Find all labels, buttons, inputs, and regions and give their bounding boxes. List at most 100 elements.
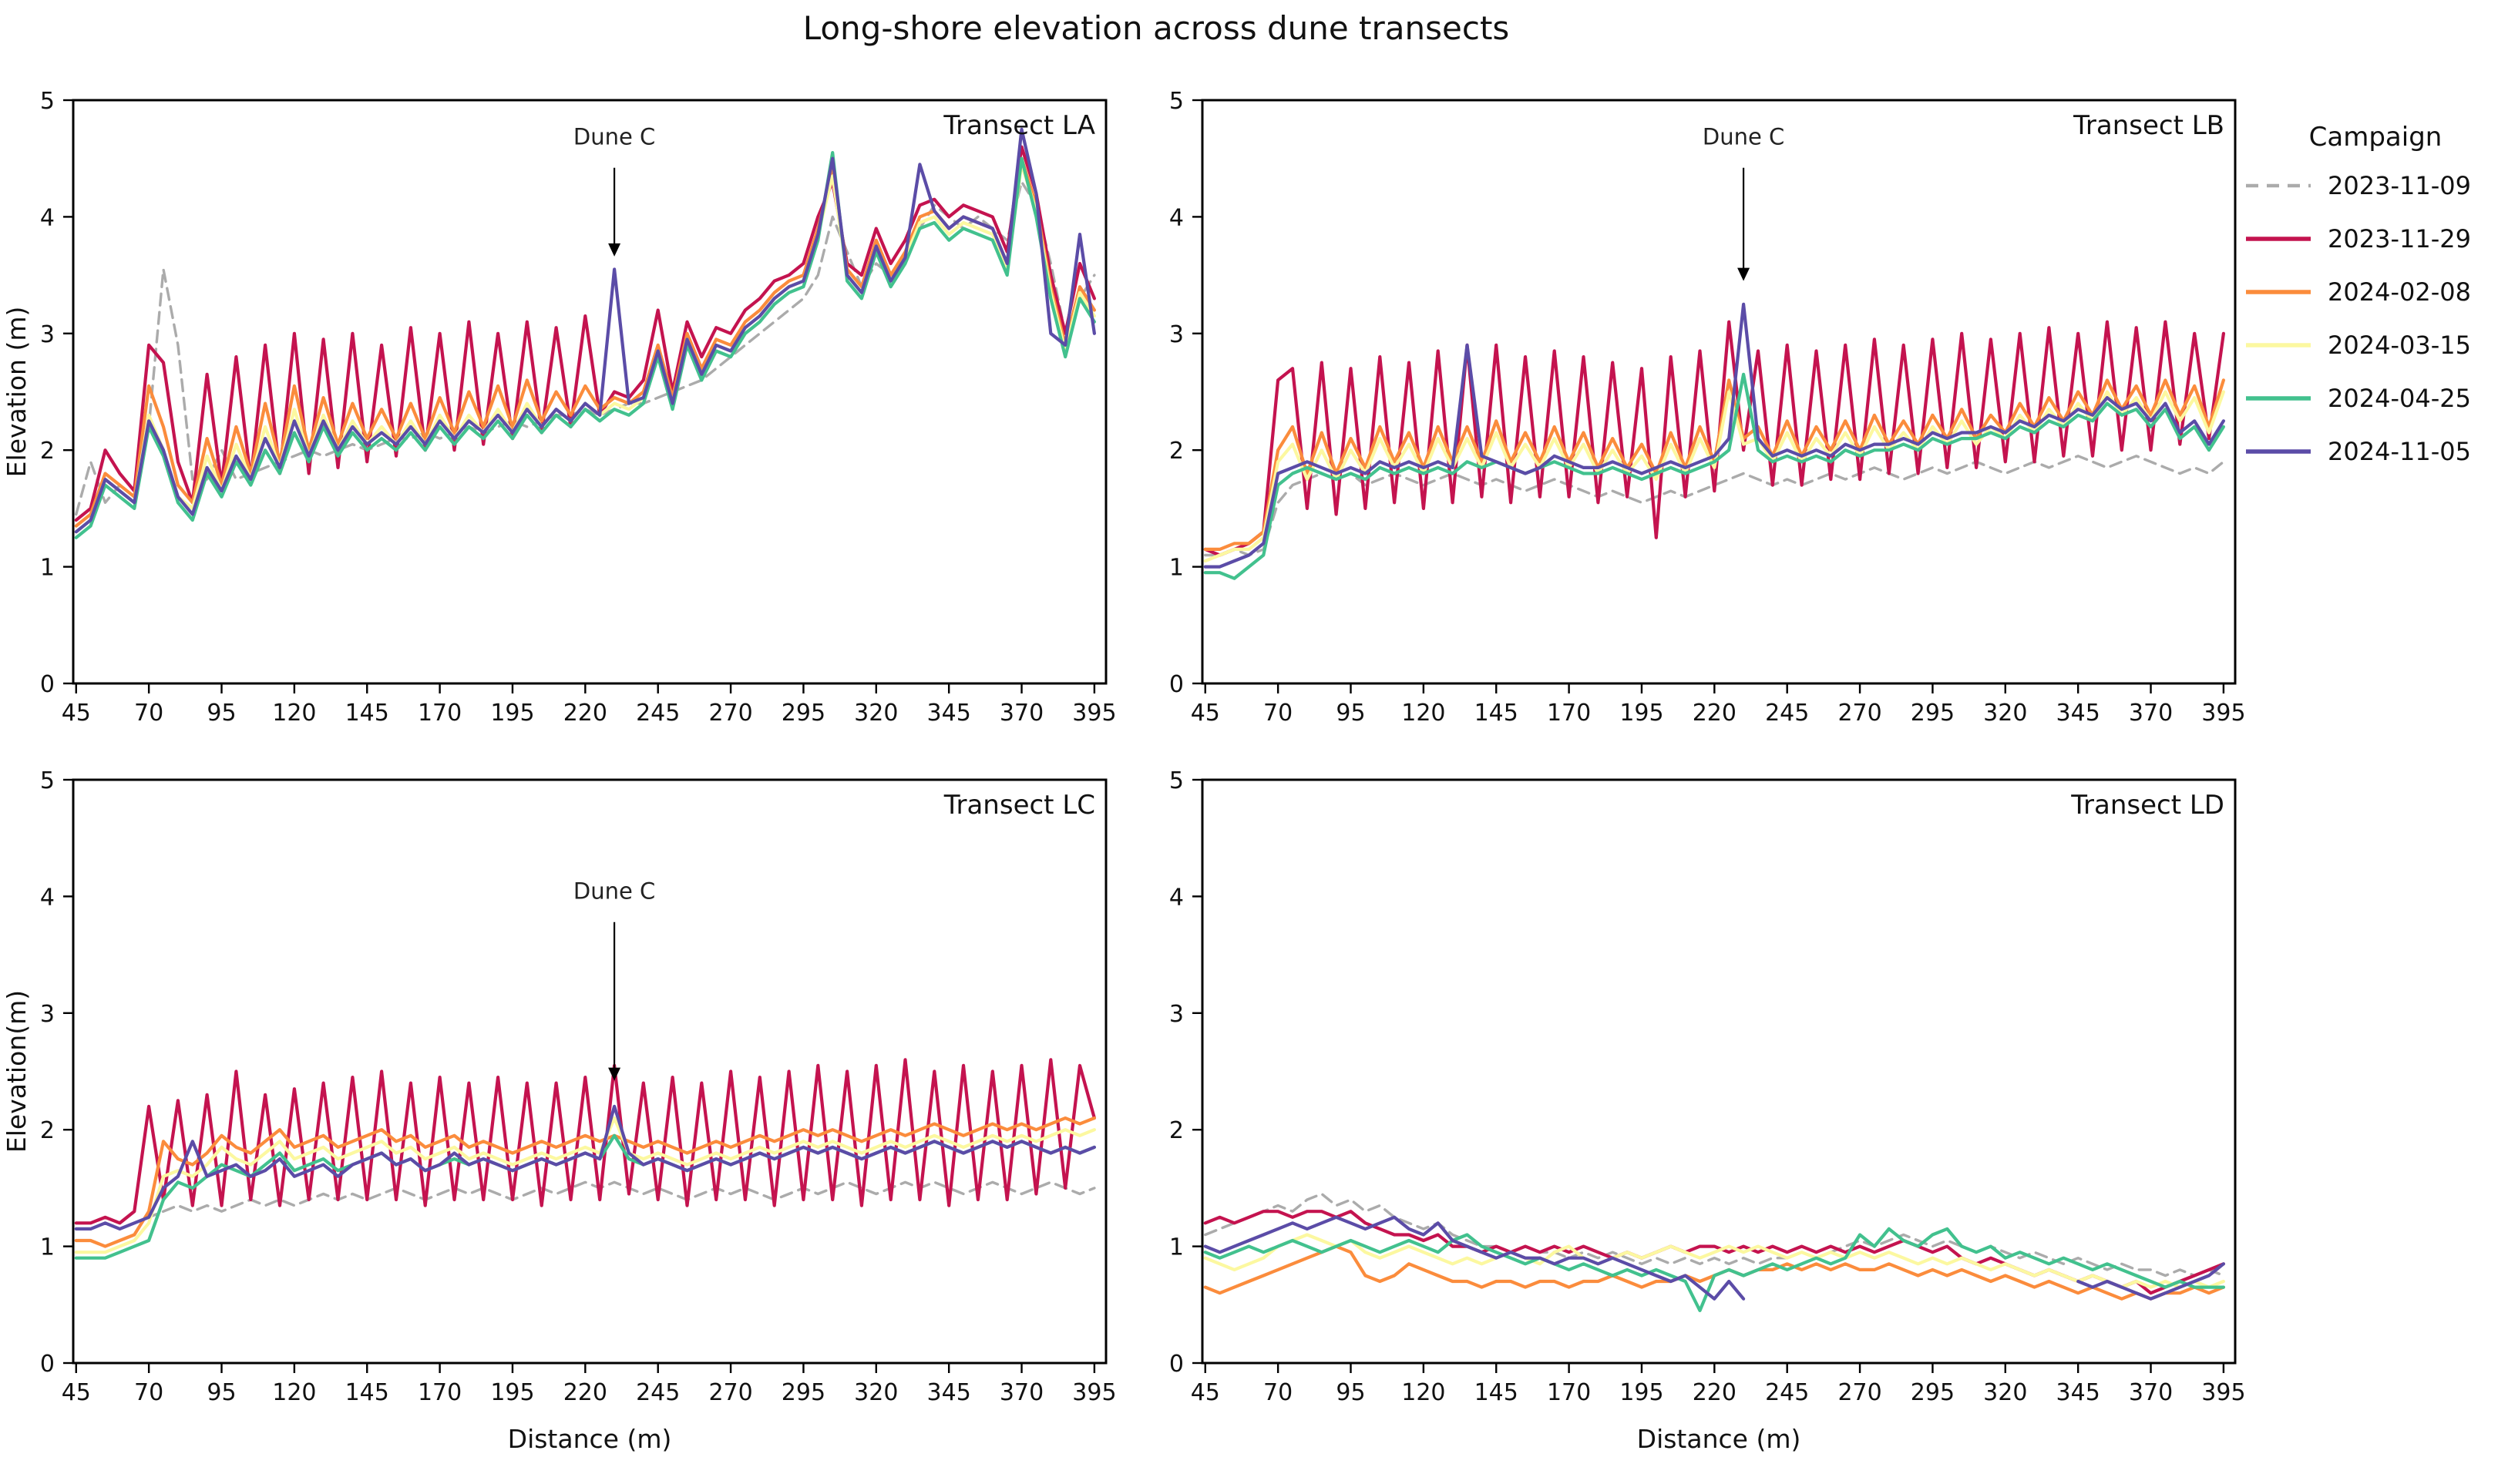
x-tick-label: 170 xyxy=(418,1379,462,1406)
y-tick-label: 4 xyxy=(1169,884,1184,911)
legend: Campaign 2023-11-09 2023-11-29 2024-02-08 2… xyxy=(2244,122,2498,490)
series-line-2024-02-08 xyxy=(1203,1244,2226,1301)
legend-entry-label: 2023-11-29 xyxy=(2328,224,2471,253)
legend-entry-label: 2023-11-09 xyxy=(2328,171,2471,200)
y-tick-label: 4 xyxy=(1169,204,1184,231)
x-tick-label: 270 xyxy=(708,1379,752,1406)
legend-swatch-2024-11-05 xyxy=(2246,449,2311,454)
series-line-2023-11-09 xyxy=(75,1180,1096,1231)
x-tick-label: 220 xyxy=(1693,700,1736,727)
subplot-title: Transect LC xyxy=(943,790,1095,821)
series-line-2024-11-05 xyxy=(74,127,1097,534)
y-tick-label: 1 xyxy=(1169,1234,1184,1261)
annotation-arrowhead-icon xyxy=(608,1067,621,1081)
annotation-arrowhead-icon xyxy=(608,243,621,257)
x-tick-label: 245 xyxy=(636,1379,680,1406)
y-tick-label: 3 xyxy=(40,321,55,348)
x-tick-label: 95 xyxy=(1336,1379,1365,1406)
x-tick-label: 270 xyxy=(1837,700,1881,727)
x-tick-label: 45 xyxy=(1191,1379,1220,1406)
legend-entry: 2024-02-08 xyxy=(2244,277,2498,307)
axes-spines xyxy=(72,99,1108,685)
legend-entry-label: 2024-11-05 xyxy=(2328,437,2471,466)
x-tick-label: 170 xyxy=(1547,1379,1591,1406)
axes-spines xyxy=(72,778,1108,1365)
x-tick-label: 45 xyxy=(62,700,91,727)
series-line-2024-03-15 xyxy=(1203,1233,2226,1289)
x-tick-label: 245 xyxy=(1765,700,1809,727)
x-tick-label: 295 xyxy=(1911,700,1955,727)
series-line-2024-11-05 xyxy=(1203,302,2226,569)
page-title: Long-shore elevation across dune transec… xyxy=(802,9,1510,47)
subplot-title: Transect LB xyxy=(2073,110,2224,141)
series-line-2023-11-29 xyxy=(74,145,1097,522)
legend-entry: 2023-11-29 xyxy=(2244,224,2498,253)
x-tick-label: 45 xyxy=(1191,700,1220,727)
y-tick-label: 2 xyxy=(40,438,55,465)
x-tick-label: 195 xyxy=(1619,1379,1663,1406)
y-tick-label: 0 xyxy=(40,671,55,698)
x-tick-label: 345 xyxy=(2056,1379,2100,1406)
y-tick-label: 5 xyxy=(1169,767,1184,794)
x-tick-label: 320 xyxy=(854,1379,898,1406)
x-tick-label: 270 xyxy=(708,700,752,727)
x-tick-label: 70 xyxy=(1263,1379,1293,1406)
y-axis-label: Elevation(m) xyxy=(2,990,32,1153)
legend-swatch-2023-11-29 xyxy=(2246,237,2311,241)
legend-entry: 2024-03-15 xyxy=(2244,331,2498,360)
x-tick-label: 295 xyxy=(782,1379,825,1406)
x-tick-label: 145 xyxy=(1474,1379,1518,1406)
y-tick-label: 3 xyxy=(1169,1001,1184,1028)
legend-entry: 2024-04-25 xyxy=(2244,384,2498,413)
y-tick-label: 0 xyxy=(1169,1351,1184,1378)
x-tick-label: 395 xyxy=(1072,1379,1116,1406)
y-axis-label: Elevation (m) xyxy=(2,307,32,478)
x-tick-label: 95 xyxy=(1336,700,1365,727)
subplot-title: Transect LA xyxy=(943,110,1095,141)
x-tick-label: 370 xyxy=(2129,700,2173,727)
x-tick-label: 345 xyxy=(927,700,971,727)
x-tick-label: 220 xyxy=(563,1379,607,1406)
y-tick-label: 1 xyxy=(40,1234,55,1261)
series-line-2023-11-29 xyxy=(1203,320,2226,557)
y-tick-label: 2 xyxy=(1169,438,1184,465)
legend-entry-label: 2024-04-25 xyxy=(2328,384,2471,413)
y-tick-label: 1 xyxy=(40,555,55,582)
x-tick-label: 95 xyxy=(207,1379,236,1406)
y-tick-label: 2 xyxy=(1169,1117,1184,1144)
x-tick-label: 320 xyxy=(1983,700,2027,727)
series-line-2024-03-15 xyxy=(1203,390,2226,563)
x-tick-label: 70 xyxy=(134,700,163,727)
series-line-2024-11-05 xyxy=(1203,1215,1746,1301)
y-tick-label: 3 xyxy=(1169,321,1184,348)
legend-entry: 2023-11-09 xyxy=(2244,171,2498,200)
x-axis-label: Distance (m) xyxy=(1637,1424,1801,1454)
legend-swatch-2024-03-15 xyxy=(2246,343,2311,347)
x-tick-label: 70 xyxy=(1263,700,1293,727)
x-tick-label: 220 xyxy=(1693,1379,1736,1406)
legend-swatch-2024-02-08 xyxy=(2246,290,2311,294)
x-tick-label: 245 xyxy=(1765,1379,1809,1406)
x-tick-label: 270 xyxy=(1837,1379,1881,1406)
x-tick-label: 145 xyxy=(345,1379,389,1406)
legend-title: Campaign xyxy=(2308,122,2443,153)
y-tick-label: 5 xyxy=(40,767,55,794)
x-tick-label: 70 xyxy=(134,1379,163,1406)
x-tick-label: 395 xyxy=(2201,700,2245,727)
series-line-2024-03-15 xyxy=(74,1116,1097,1254)
x-tick-label: 345 xyxy=(2056,700,2100,727)
legend-swatch-2023-11-09 xyxy=(2246,183,2311,188)
x-tick-label: 370 xyxy=(1000,700,1044,727)
series-line-2024-11-05 xyxy=(2076,1262,2226,1301)
x-tick-label: 145 xyxy=(1474,700,1518,727)
x-tick-label: 370 xyxy=(1000,1379,1044,1406)
y-tick-label: 3 xyxy=(40,1001,55,1028)
x-tick-label: 220 xyxy=(563,700,607,727)
x-tick-label: 170 xyxy=(1547,700,1591,727)
plot-area-svg: 45 70 95 120 145 170 195 220 245 270 295 320 345 370 3… xyxy=(2,767,1117,1454)
legend-entry-label: 2024-02-08 xyxy=(2328,277,2471,307)
y-tick-label: 2 xyxy=(40,1117,55,1144)
subplot-transect-la: 45 70 95 120 145 170 195 220 245 270 295 320 345 370 3… xyxy=(2,88,1117,727)
legend-entry-label: 2024-03-15 xyxy=(2328,331,2471,360)
